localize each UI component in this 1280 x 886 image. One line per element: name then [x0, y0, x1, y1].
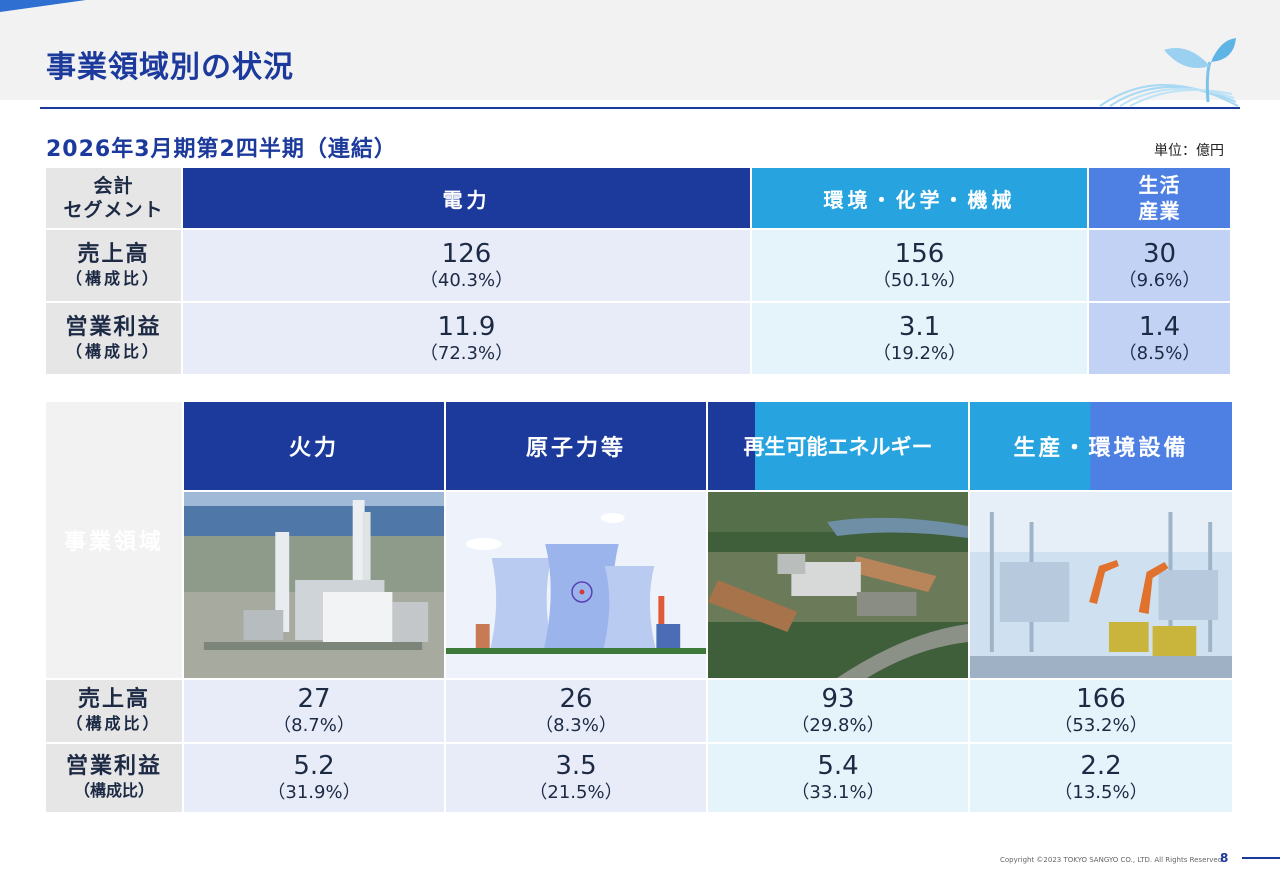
row-header-sales: 売上高 （構成比）: [44, 228, 183, 303]
row-header-operating-profit: 営業利益 （構成比）: [44, 301, 183, 376]
footer-rule: [1242, 857, 1280, 859]
cell-environment-sales: 156 （50.1%）: [750, 228, 1089, 303]
table-row: 売上高 （構成比） 126 （40.3%） 156 （50.1%） 30 （9.…: [44, 228, 1232, 303]
table-row: 売上高 （構成比） 27 （8.7%） 26 （8.3%） 93 （29.8%）…: [44, 678, 1234, 744]
period-subtitle: 2026年3月期第2四半期（連結）: [46, 137, 397, 162]
copyright-text: Copyright ©2023 TOKYO SANGYO CO., LTD. A…: [1000, 856, 1223, 864]
segment-header-environment: 環境・化学・機械: [750, 166, 1089, 230]
cell-production-profit: 2.2 （13.5%）: [968, 742, 1234, 814]
segment-corner-header: 会計 セグメント: [44, 166, 183, 230]
header-background: [0, 0, 1280, 100]
cell-living-profit: 1.4 （8.5%）: [1087, 301, 1232, 376]
living-label-line2: 産業: [1138, 199, 1181, 223]
page-number: 8: [1220, 851, 1229, 865]
cell-nuclear-profit: 3.5 （21.5%）: [444, 742, 708, 814]
segment-header-living: 生活 産業: [1087, 166, 1232, 230]
area-header-renewable: 再生可能エネルギー: [706, 400, 970, 492]
segment-table: 会計 セグメント 電力 環境・化学・機械 生活 産業 売上高 （構成比） 126…: [44, 166, 1232, 376]
area-row-header-operating-profit: 営業利益 （構成比）: [44, 742, 184, 814]
area-header-production: 生産・環境設備: [968, 400, 1234, 492]
leaf-logo-icon: [1099, 38, 1239, 107]
area-row-header-sales: 売上高 （構成比）: [44, 678, 184, 744]
area-header-nuclear: 原子力等: [444, 400, 708, 492]
area-header-thermal: 火力: [182, 400, 446, 492]
corner-label-line2: セグメント: [63, 199, 164, 221]
cell-electric-profit: 11.9 （72.3%）: [181, 301, 752, 376]
living-label-line1: 生活: [1138, 173, 1181, 197]
cell-environment-profit: 3.1 （19.2%）: [750, 301, 1089, 376]
table-row: 営業利益 （構成比） 5.2 （31.9%） 3.5 （21.5%） 5.4 （…: [44, 742, 1234, 814]
cell-renewable-profit: 5.4 （33.1%）: [706, 742, 970, 814]
cell-nuclear-sales: 26 （8.3%）: [444, 678, 708, 744]
cell-production-sales: 166 （53.2%）: [968, 678, 1234, 744]
cell-thermal-sales: 27 （8.7%）: [182, 678, 446, 744]
segment-header-electric: 電力: [181, 166, 752, 230]
header-rule: [40, 107, 1240, 109]
cell-renewable-sales: 93 （29.8%）: [706, 678, 970, 744]
factory-robot-line-photo: [968, 490, 1234, 680]
page-title: 事業領域別の状況: [46, 50, 294, 85]
biomass-power-plant-photo: [706, 490, 970, 680]
cell-living-sales: 30 （9.6%）: [1087, 228, 1232, 303]
cell-electric-sales: 126 （40.3%）: [181, 228, 752, 303]
thermal-power-plant-photo: [182, 490, 446, 680]
business-area-table: 事業領域 火力 原子力等 再生可能エネルギー 生産・環境設備: [44, 400, 1234, 814]
nuclear-cooling-towers-illustration: [444, 490, 708, 680]
cell-thermal-profit: 5.2 （31.9%）: [182, 742, 446, 814]
unit-label: 単位：億円: [1154, 143, 1224, 159]
corner-label-line1: 会計: [93, 175, 134, 197]
area-corner-header: 事業領域: [44, 400, 184, 680]
table-row: 営業利益 （構成比） 11.9 （72.3%） 3.1 （19.2%） 1.4 …: [44, 301, 1232, 376]
corner-accent: [0, 0, 86, 12]
